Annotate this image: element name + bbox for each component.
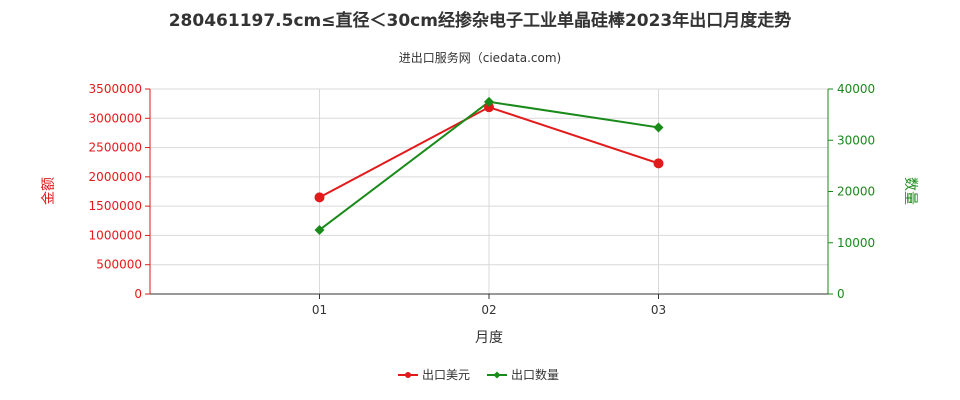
chart-subtitle: 进出口服务网（ciedata.com) <box>399 50 561 65</box>
data-point-1 <box>484 102 494 113</box>
x-tick-label: 01 <box>312 303 327 317</box>
y-axis-right-title: 数量 <box>902 177 918 205</box>
y-left-tick-label: 2500000 <box>89 141 142 155</box>
y-right-tick-label: 40000 <box>837 82 875 96</box>
y-left-tick-label: 3500000 <box>89 82 142 96</box>
data-point-2 <box>484 96 494 107</box>
y-right-tick-label: 0 <box>837 287 845 301</box>
grid <box>150 88 829 294</box>
data-point-2 <box>314 224 325 235</box>
y-right-tick-label: 10000 <box>837 236 875 250</box>
y-right-tick-label: 20000 <box>837 185 875 199</box>
data-point-2 <box>653 122 664 133</box>
series-markers <box>314 96 664 235</box>
y-left-tick-label: 3000000 <box>89 111 142 125</box>
data-point-1 <box>314 192 325 203</box>
tick-labels: 0 500000 1000000 1500000 2000000 2500000 30000… <box>89 82 876 317</box>
legend-marker-2 <box>493 371 501 379</box>
y-left-tick-label: 1500000 <box>89 199 142 213</box>
y-axis-left-title: 金额 <box>41 177 57 205</box>
x-tick-label: 02 <box>481 303 496 317</box>
legend-label-2: 出口数量 <box>511 367 559 382</box>
y-right-tick-label: 30000 <box>837 133 875 147</box>
legend: 出口美元 出口数量 <box>398 367 559 382</box>
legend-label-1: 出口美元 <box>422 368 470 382</box>
y-left-tick-label: 500000 <box>96 258 142 272</box>
x-tick-label: 03 <box>651 303 666 317</box>
y-left-tick-label: 1000000 <box>89 228 142 242</box>
y-left-tick-label: 0 <box>134 287 142 301</box>
axes <box>145 88 833 299</box>
data-point-1 <box>653 158 664 169</box>
chart-title: 280461197.5cm≤直径＜30cm经掺杂电子工业单晶硅棒2023年出口月… <box>169 10 792 31</box>
legend-marker-1 <box>405 372 411 378</box>
x-axis-title: 月度 <box>475 330 503 346</box>
y-left-tick-label: 2000000 <box>89 170 142 184</box>
